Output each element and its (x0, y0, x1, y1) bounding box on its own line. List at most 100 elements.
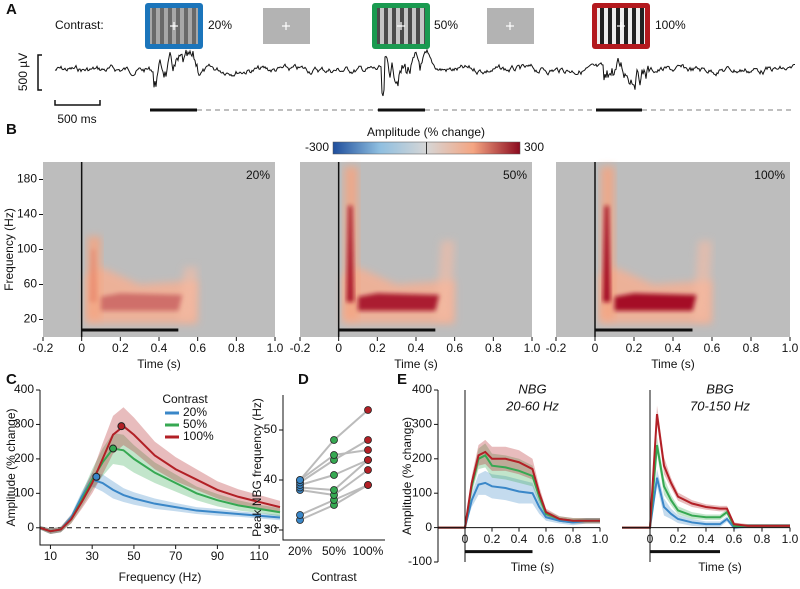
x-tick-label: 110 (250, 549, 269, 563)
y-tick-label: 100 (17, 242, 37, 256)
line (622, 413, 790, 529)
x-tick-label: 0.6 (538, 532, 555, 546)
subject-line (299, 474, 335, 486)
x-tick-label: 20% (288, 544, 312, 558)
y-tick-label: 100 (412, 485, 432, 499)
plot-title: NBG (518, 381, 546, 396)
y-axis-label: Frequency (Hz) (2, 208, 16, 291)
y-axis-label: Amplitude (% change) (400, 417, 414, 535)
heatmap-region (358, 293, 440, 311)
x-tick-label: 10 (44, 549, 58, 563)
x-tick-label: 0.6 (726, 532, 743, 546)
time-scale-bar (54, 100, 101, 106)
x-tick-label: 0.6 (446, 341, 463, 355)
colorbar-tick-label: 300 (524, 140, 544, 154)
error-band (622, 436, 790, 529)
error-band (40, 472, 280, 534)
x-axis-label: Time (s) (651, 357, 695, 371)
subject-dot (364, 406, 372, 414)
x-tick-label: 0.2 (626, 341, 643, 355)
panel-condition: 50% (503, 168, 527, 182)
subject-dot (364, 466, 372, 474)
subject-dot (330, 486, 338, 494)
time-scale-label: 500 ms (57, 112, 96, 126)
legend-label: 20% (183, 405, 207, 419)
panel-label: B (6, 121, 17, 138)
heatmap-region (101, 293, 183, 311)
axes (282, 395, 385, 541)
y-tick-label: 200 (14, 451, 34, 465)
voltage-scale-bar (37, 54, 42, 91)
subject-dot (364, 436, 372, 444)
y-tick-label: 180 (17, 172, 37, 186)
contrast-label: Contrast: (55, 18, 104, 32)
legend-label: 100% (183, 429, 214, 443)
error-band (622, 405, 790, 529)
x-tick-label: -0.2 (33, 341, 54, 355)
panel-label: D (298, 371, 309, 388)
x-tick-label: 0 (78, 341, 85, 355)
y-tick-label: 200 (412, 451, 432, 465)
x-axis-label: Time (s) (698, 560, 742, 574)
x-tick-label: 70 (169, 549, 183, 563)
x-axis-label: Time (s) (511, 560, 555, 574)
subject-dot (364, 481, 372, 489)
y-tick-label: 400 (412, 382, 432, 396)
y-tick-label: 400 (14, 382, 34, 396)
plot-subtitle: 20-60 Hz (505, 398, 559, 413)
x-tick-label: 1.0 (782, 532, 799, 546)
x-tick-label: 0.8 (228, 341, 245, 355)
y-tick-label: 0 (425, 520, 432, 534)
x-tick-label: 0.2 (369, 341, 386, 355)
y-tick-label: 140 (17, 207, 37, 221)
subject-line (299, 454, 335, 481)
subject-dot (296, 511, 304, 519)
x-tick-label: 30 (85, 549, 99, 563)
plot-subtitle: 70-150 Hz (690, 398, 750, 413)
y-axis-label: Peak NBG frequency (Hz) (250, 398, 264, 537)
heatmap-region (178, 267, 198, 320)
x-tick-label: 0.8 (743, 341, 760, 355)
subject-line (333, 459, 369, 476)
subject-dot (364, 446, 372, 454)
x-axis-label: Frequency (Hz) (119, 570, 202, 584)
x-tick-label: 0.8 (565, 532, 582, 546)
colorbar-tick-label: -300 (305, 140, 329, 154)
eeg-trace (54, 48, 796, 97)
y-tick-label: 0 (27, 520, 34, 534)
heatmap-content (342, 166, 455, 324)
line (438, 450, 600, 529)
subject-line (299, 504, 335, 521)
heatmap-content (598, 166, 712, 324)
line (622, 477, 790, 529)
x-tick-label: 1.0 (267, 341, 284, 355)
heatmap-region (435, 240, 455, 320)
error-band (438, 443, 600, 529)
x-tick-label: 0 (647, 532, 654, 546)
x-axis-label: Contrast (311, 570, 357, 584)
panel-label: A (6, 1, 17, 18)
legend-label: 50% (183, 417, 207, 431)
subject-dot (364, 456, 372, 464)
x-tick-label: 1.0 (524, 341, 541, 355)
x-tick-label: 0.4 (511, 532, 528, 546)
y-tick-label: 100 (14, 486, 34, 500)
y-tick-label: 300 (14, 417, 34, 431)
subject-line (333, 469, 369, 496)
stimulus-label: 50% (434, 18, 458, 32)
peak-marker (117, 422, 126, 431)
x-tick-label: 50% (322, 544, 346, 558)
y-axis-label: Amplitude (% change) (4, 408, 18, 526)
x-tick-label: -0.2 (546, 341, 567, 355)
panel-label: E (397, 371, 407, 388)
axes (39, 390, 280, 546)
subject-line (299, 489, 335, 496)
x-tick-label: 0.8 (754, 532, 771, 546)
error-band (40, 433, 280, 534)
x-axis-label: Time (s) (137, 357, 181, 371)
plot-title: BBG (706, 381, 733, 396)
panel-condition: 20% (246, 168, 270, 182)
x-tick-label: 0 (592, 341, 599, 355)
y-tick-label: 50 (264, 422, 278, 436)
